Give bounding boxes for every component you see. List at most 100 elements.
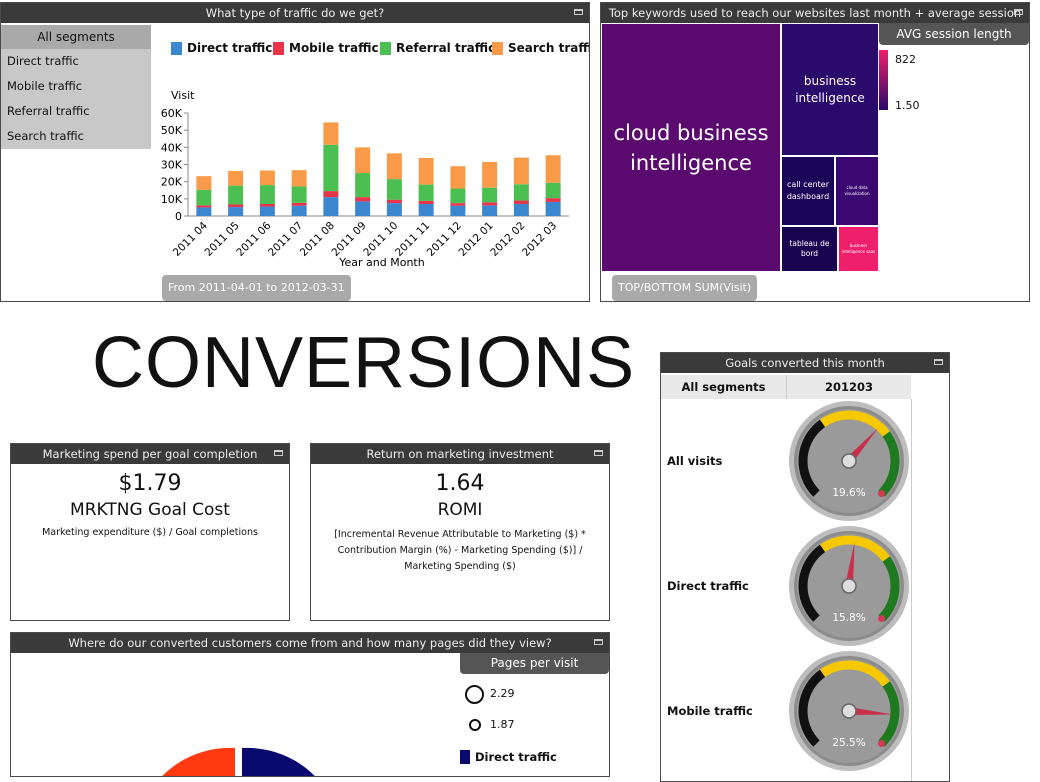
segment-item-direct[interactable]: Direct traffic [7, 54, 79, 68]
bar-segment[interactable] [323, 144, 339, 192]
gauge-band-low [798, 544, 826, 622]
gauge-band-low [798, 419, 826, 497]
segment-item-referral[interactable]: Referral traffic [7, 104, 90, 118]
bar-segment[interactable] [259, 206, 275, 216]
bar-segment[interactable] [450, 205, 466, 216]
maximize-icon[interactable] [594, 639, 603, 645]
conversions-heading: CONVERSIONS [92, 323, 636, 403]
treemap-tile-business-intelligence[interactable]: business intelligence [781, 23, 879, 156]
legend-mobile[interactable]: Mobile traffic [273, 41, 379, 55]
bar-segment[interactable] [482, 187, 498, 203]
bar-segment[interactable] [386, 179, 402, 200]
treemap-tile-business-intelligence-saas[interactable]: business intelligence saas [838, 226, 879, 272]
legend-search[interactable]: Search traffic [492, 41, 589, 55]
bar-segment[interactable] [386, 203, 402, 216]
goals-column-header-segment[interactable]: All segments [661, 375, 787, 399]
kpi-block: 1.64 ROMI [Incremental Revenue Attributa… [311, 471, 609, 575]
bar-segment[interactable] [355, 197, 371, 202]
bar-segment[interactable] [450, 166, 466, 189]
bar-segment[interactable] [228, 185, 244, 205]
bar-segment[interactable] [450, 188, 466, 204]
bar-segment[interactable] [513, 184, 529, 201]
bar-segment[interactable] [545, 198, 561, 202]
treemap-tile-tableau-de-bord[interactable]: tableau de bord [781, 226, 838, 272]
bar-segment[interactable] [482, 202, 498, 206]
bar-segment[interactable] [323, 122, 339, 145]
bar-segment[interactable] [418, 203, 434, 216]
y-tick-label: 20K [161, 176, 183, 189]
bar-segment[interactable] [513, 203, 529, 216]
bar-segment[interactable] [228, 204, 244, 208]
goals-column-divider [911, 399, 912, 781]
gauge-end-marker [878, 490, 886, 498]
bar-segment[interactable] [386, 199, 402, 204]
pie-slice-navy[interactable] [242, 747, 331, 777]
traffic-panel-title: What type of traffic do we get? [205, 6, 385, 20]
romi-panel: Return on marketing investment 1.64 ROMI… [310, 443, 610, 621]
bar-segment[interactable] [418, 184, 434, 201]
treemap-tile-cloud-data-visualization[interactable]: cloud data visualization [835, 156, 879, 226]
bar-segment[interactable] [482, 161, 498, 188]
maximize-icon[interactable] [1014, 9, 1023, 15]
marketing-spend-title: Marketing spend per goal completion [42, 447, 258, 461]
pie-slice-red[interactable] [146, 747, 235, 777]
kpi-block: $1.79 MRKTNG Goal Cost Marketing expendi… [11, 471, 289, 538]
bar-segment[interactable] [259, 170, 275, 186]
treemap-tile-call-center-dashboard[interactable]: call center dashboard [781, 156, 835, 226]
bar-segment[interactable] [513, 157, 529, 185]
x-tick-label: 2012 03 [520, 220, 559, 259]
series-label[interactable]: Direct traffic [475, 750, 557, 764]
gauge-value: 15.8% [832, 612, 865, 624]
bar-segment[interactable] [228, 171, 244, 186]
bar-segment[interactable] [355, 173, 371, 198]
gauge-mobile-traffic: 25.5% [789, 651, 909, 771]
segment-header[interactable]: All segments [1, 25, 151, 49]
converted-customers-header: Where do our converted customers come fr… [11, 633, 609, 653]
date-range-filter[interactable]: From 2011-04-01 to 2012-03-31 [162, 275, 351, 301]
bar-segment[interactable] [545, 201, 561, 216]
legend-swatch [171, 41, 182, 55]
bar-segment[interactable] [355, 201, 371, 216]
bar-segment[interactable] [386, 153, 402, 180]
goals-column-header-period[interactable]: 201203 [787, 375, 911, 399]
bar-segment[interactable] [450, 203, 466, 206]
bar-segment[interactable] [196, 207, 212, 216]
legend-direct[interactable]: Direct traffic [171, 41, 272, 55]
maximize-icon[interactable] [594, 450, 603, 456]
legend-label: Direct traffic [187, 41, 273, 55]
gauge-hub [841, 453, 857, 469]
gauge-band-high [878, 431, 900, 497]
legend-referral[interactable]: Referral traffic [380, 41, 495, 55]
bar-segment[interactable] [291, 202, 307, 206]
bar-segment[interactable] [545, 182, 561, 199]
bar-segment[interactable] [228, 207, 244, 216]
gauge-band-low [798, 669, 826, 747]
segment-item-search[interactable]: Search traffic [7, 129, 84, 143]
maximize-icon[interactable] [934, 359, 943, 365]
bar-segment[interactable] [418, 200, 434, 204]
bar-segment[interactable] [513, 200, 529, 204]
bar-segment[interactable] [196, 189, 212, 206]
bar-segment[interactable] [418, 157, 434, 185]
segment-item-mobile[interactable]: Mobile traffic [7, 79, 83, 93]
color-scale-max: 822 [895, 53, 916, 66]
top-bottom-filter[interactable]: TOP/BOTTOM SUM(Visit) [612, 275, 758, 301]
bar-segment[interactable] [291, 170, 307, 187]
bar-segment[interactable] [355, 147, 371, 174]
traffic-bar-chart: Visit Year and Month 0 10K 20K 30K 40K 50K 60K… [161, 89, 569, 269]
bar-segment[interactable] [259, 185, 275, 204]
treemap-tile-cloud-business-intelligence[interactable]: cloud business intelligence [601, 23, 781, 272]
maximize-icon[interactable] [274, 450, 283, 456]
bar-segment[interactable] [323, 191, 339, 198]
bar-segment[interactable] [291, 186, 307, 203]
bar-segment[interactable] [291, 205, 307, 216]
bar-segment[interactable] [196, 176, 212, 190]
bar-segment[interactable] [323, 197, 339, 216]
y-tick-label: 30K [161, 159, 183, 172]
traffic-panel: What type of traffic do we get? All segm… [0, 2, 590, 302]
bar-segment[interactable] [482, 205, 498, 216]
bar-segment[interactable] [259, 203, 275, 207]
maximize-icon[interactable] [574, 9, 583, 15]
bar-segment[interactable] [545, 155, 561, 183]
bar-segment[interactable] [196, 205, 212, 208]
